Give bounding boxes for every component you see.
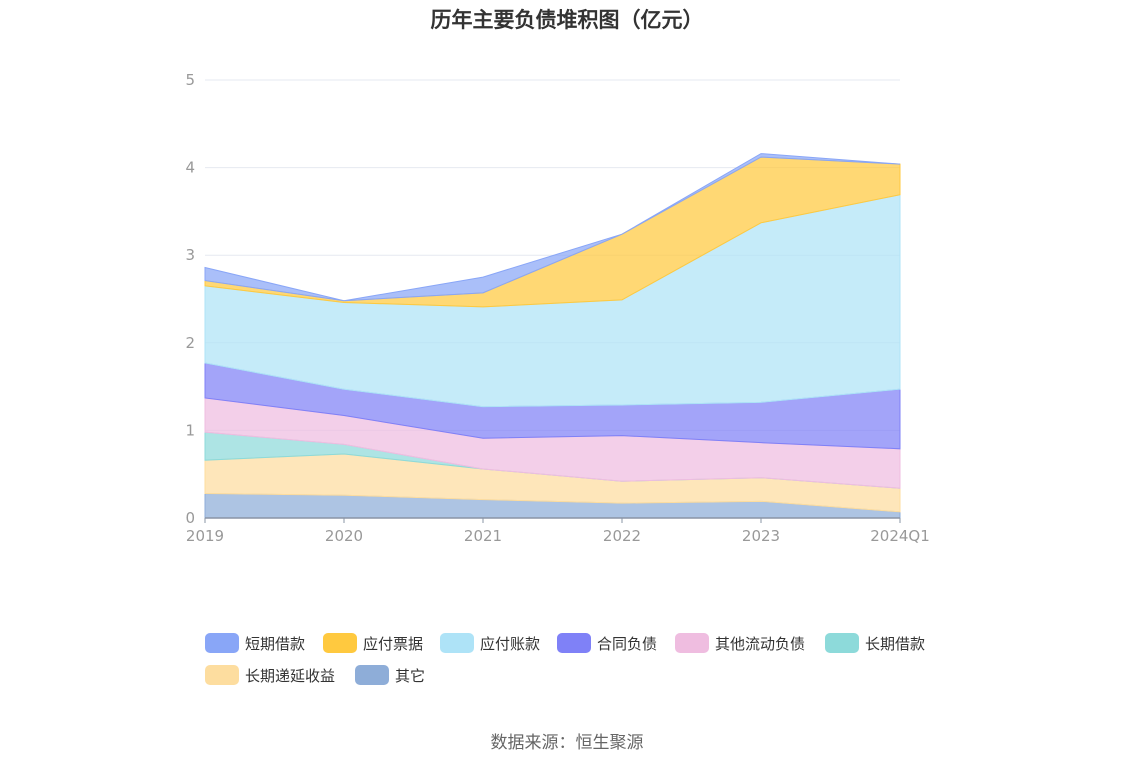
- legend-swatch: [825, 633, 859, 653]
- legend-item[interactable]: 短期借款: [205, 631, 305, 655]
- y-tick-label: 1: [185, 421, 195, 439]
- legend-label: 其它: [395, 666, 426, 685]
- x-tick-label: 2022: [603, 527, 641, 545]
- legend-item[interactable]: 合同负债: [557, 631, 657, 655]
- legend-swatch: [440, 633, 474, 653]
- area-series: [204, 153, 901, 302]
- x-tick-label: 2020: [325, 527, 363, 545]
- legend-label: 合同负债: [597, 634, 658, 653]
- data-source: 数据来源：恒生聚源: [490, 733, 644, 753]
- y-tick-label: 4: [185, 159, 195, 177]
- legend-item[interactable]: 应付票据: [323, 631, 423, 655]
- chart-title: 历年主要负债堆积图（亿元）: [430, 8, 704, 32]
- y-tick-label: 5: [185, 71, 195, 89]
- legend-item[interactable]: 其它: [355, 663, 425, 687]
- legend-label: 应付票据: [363, 634, 424, 653]
- x-tick-label: 2024Q1: [870, 527, 930, 545]
- legend-swatch: [675, 633, 709, 653]
- legend-swatch: [205, 665, 239, 685]
- x-tick-label: 2019: [186, 527, 224, 545]
- legend-label: 应付账款: [480, 634, 541, 653]
- area-series-layer: [204, 153, 901, 519]
- legend-label: 长期借款: [865, 634, 926, 653]
- legend-item[interactable]: 长期递延收益: [205, 663, 335, 687]
- legend-swatch: [557, 633, 591, 653]
- x-tick-label: 2023: [742, 527, 780, 545]
- legend-item[interactable]: 其他流动负债: [675, 631, 805, 655]
- legend-label: 短期借款: [245, 634, 306, 653]
- legend-label: 其他流动负债: [715, 634, 806, 653]
- y-tick-label: 0: [185, 509, 195, 527]
- legend-item[interactable]: 长期借款: [825, 631, 925, 655]
- y-tick-label: 2: [185, 334, 195, 352]
- legend-swatch: [323, 633, 357, 653]
- y-tick-label: 3: [185, 246, 195, 264]
- legend-label: 长期递延收益: [245, 666, 336, 685]
- legend-item[interactable]: 应付账款: [440, 631, 540, 655]
- legend-swatch: [205, 633, 239, 653]
- legend-swatch: [355, 665, 389, 685]
- x-tick-label: 2021: [464, 527, 502, 545]
- axes: 0 1 2 3 4 5 2019 2020 2021 2022 2023 2024Q1: [185, 71, 929, 545]
